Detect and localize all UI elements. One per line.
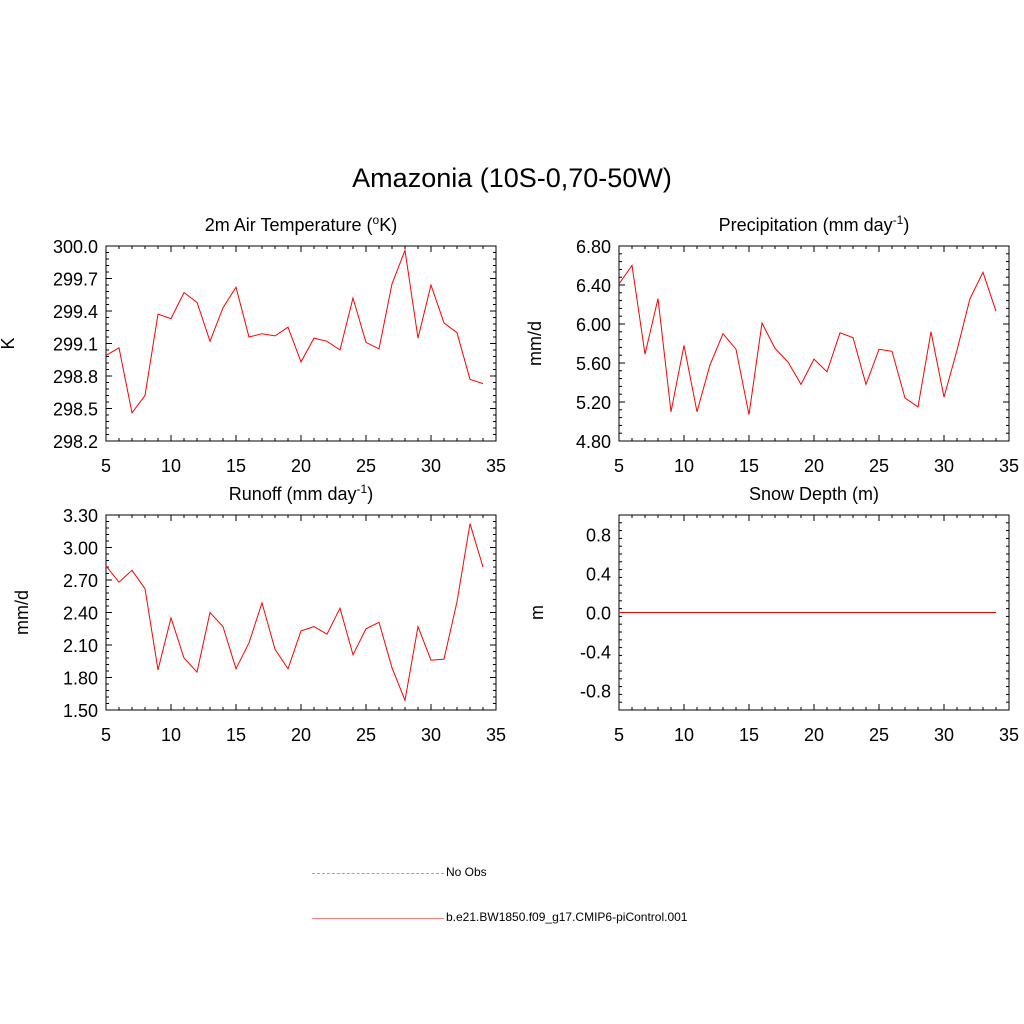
x-tick-label: 20: [804, 725, 824, 745]
x-tick-label: 10: [161, 725, 181, 745]
y-tick-label: 2.40: [63, 604, 98, 624]
y-tick-label: 3.30: [63, 506, 98, 526]
y-tick-label: 3.00: [63, 539, 98, 559]
panel-snow-depth: 5 10 15 20 25 30 35 -0.8 -0.4 0.0 0.4 0.8 m Snow Dept…: [527, 484, 1019, 745]
x-tick-label: 25: [356, 725, 376, 745]
panel-title: Runoff (mm day-1): [229, 482, 373, 504]
y-tick-label: 4.80: [576, 432, 611, 452]
plot-frame: [105, 245, 497, 442]
y-tick-label: 298.5: [53, 400, 98, 420]
y-tick-label: 1.50: [63, 701, 98, 721]
y-tick-label: 0.4: [586, 565, 611, 585]
x-tick-label: 25: [869, 725, 889, 745]
y-tick-label: 299.7: [53, 270, 98, 290]
x-tick-label: 5: [101, 725, 111, 745]
panel-title: 2m Air Temperature (oK): [205, 213, 397, 235]
x-tick-label: 25: [869, 456, 889, 476]
y-tick-label: 6.80: [576, 237, 611, 257]
y-tick-label: 6.40: [576, 276, 611, 296]
model-series-line: [105, 523, 484, 703]
y-tick-label: 2.10: [63, 636, 98, 656]
x-tick-label: 35: [999, 456, 1019, 476]
x-tick-label: 30: [421, 456, 441, 476]
panel-precipitation: 5 10 15 20 25 30 35 4.80 5.20 5.60 6.00 6.40 6.80 mm/…: [525, 213, 1019, 476]
figure-title: Amazonia (10S-0,70-50W): [352, 163, 672, 193]
x-tick-label: 30: [934, 456, 954, 476]
x-tick-label: 10: [674, 725, 694, 745]
legend-model-label: b.e21.BW1850.f09_g17.CMIP6-piControl.001: [446, 910, 688, 924]
y-tick-label: 298.2: [53, 432, 98, 452]
plot-frame: [618, 245, 1010, 442]
y-tick-label: 298.8: [53, 367, 98, 387]
y-axis-label: m: [527, 605, 547, 620]
x-tick-label: 15: [226, 725, 246, 745]
model-series-line: [105, 248, 484, 414]
y-tick-label: 0.0: [586, 604, 611, 624]
panel-title: Snow Depth (m): [749, 484, 879, 504]
legend-obs-label: No Obs: [446, 865, 487, 879]
y-tick-label: -0.4: [580, 643, 611, 663]
panel-title: Precipitation (mm day-1): [719, 213, 910, 235]
x-tick-label: 25: [356, 456, 376, 476]
x-tick-label: 10: [161, 456, 181, 476]
x-tick-label: 20: [291, 725, 311, 745]
y-tick-label: 5.20: [576, 393, 611, 413]
x-tick-label: 35: [486, 456, 506, 476]
panel-temperature: 5 10 15 20 25 30 35 298.2 298.5 298.8 299.1 299.4 29…: [0, 213, 506, 476]
y-tick-label: 0.8: [586, 526, 611, 546]
legend-model-swatch: [312, 918, 444, 919]
y-tick-label: 5.60: [576, 354, 611, 374]
x-tick-label: 15: [226, 456, 246, 476]
x-tick-label: 35: [486, 725, 506, 745]
x-tick-label: 10: [674, 456, 694, 476]
x-tick-label: 5: [614, 456, 624, 476]
x-tick-label: 30: [421, 725, 441, 745]
plot-frame: [105, 514, 497, 711]
legend-obs-swatch: [312, 873, 444, 874]
y-tick-label: 300.0: [53, 237, 98, 257]
x-tick-label: 30: [934, 725, 954, 745]
y-tick-label: 299.4: [53, 302, 98, 322]
panel-runoff: 5 10 15 20 25 30 35 1.50 1.80 2.10 2.40 2.70 3.00 3.3…: [12, 482, 506, 745]
x-tick-label: 20: [291, 456, 311, 476]
y-tick-label: 6.00: [576, 315, 611, 335]
y-axis-label: K: [0, 337, 18, 349]
y-tick-label: 299.1: [53, 335, 98, 355]
x-tick-label: 15: [739, 456, 759, 476]
x-tick-label: 20: [804, 456, 824, 476]
x-tick-label: 5: [101, 456, 111, 476]
y-tick-label: 2.70: [63, 571, 98, 591]
y-axis-label: mm/d: [12, 590, 32, 635]
y-tick-label: 1.80: [63, 669, 98, 689]
x-tick-label: 5: [614, 725, 624, 745]
model-series-line: [618, 264, 997, 415]
y-axis-label: mm/d: [525, 321, 545, 366]
x-tick-label: 35: [999, 725, 1019, 745]
y-tick-label: -0.8: [580, 682, 611, 702]
x-tick-label: 15: [739, 725, 759, 745]
